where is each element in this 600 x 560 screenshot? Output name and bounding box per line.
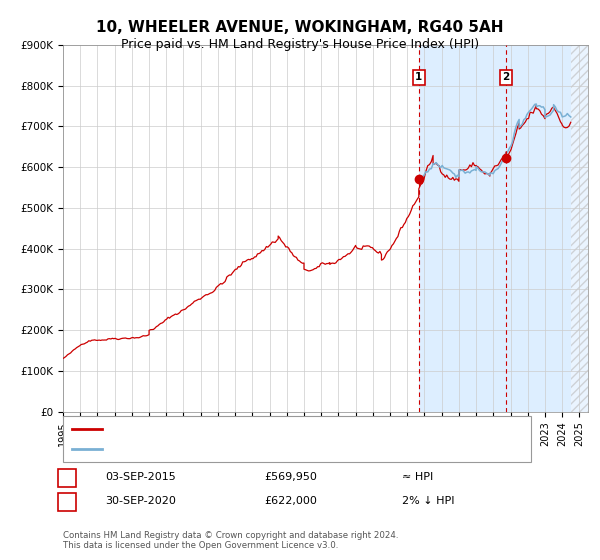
Text: HPI: Average price, detached house, Wokingham: HPI: Average price, detached house, Woki… (108, 444, 362, 454)
Text: 1: 1 (415, 72, 422, 82)
Text: £622,000: £622,000 (264, 496, 317, 506)
Text: 2: 2 (503, 72, 510, 82)
Text: 30-SEP-2020: 30-SEP-2020 (105, 496, 176, 506)
Text: 1: 1 (63, 472, 70, 482)
Text: ≈ HPI: ≈ HPI (402, 472, 433, 482)
Text: 10, WHEELER AVENUE, WOKINGHAM, RG40 5AH: 10, WHEELER AVENUE, WOKINGHAM, RG40 5AH (96, 20, 504, 35)
Text: 10, WHEELER AVENUE, WOKINGHAM, RG40 5AH (detached house): 10, WHEELER AVENUE, WOKINGHAM, RG40 5AH … (108, 424, 452, 434)
Text: 2% ↓ HPI: 2% ↓ HPI (402, 496, 455, 506)
Bar (419, 45, 571, 412)
Text: Contains HM Land Registry data © Crown copyright and database right 2024.
This d: Contains HM Land Registry data © Crown c… (63, 530, 398, 550)
Text: 2: 2 (63, 496, 70, 506)
Text: £569,950: £569,950 (264, 472, 317, 482)
Text: Price paid vs. HM Land Registry's House Price Index (HPI): Price paid vs. HM Land Registry's House … (121, 38, 479, 51)
Text: 03-SEP-2015: 03-SEP-2015 (105, 472, 176, 482)
Bar (571, 45, 588, 412)
